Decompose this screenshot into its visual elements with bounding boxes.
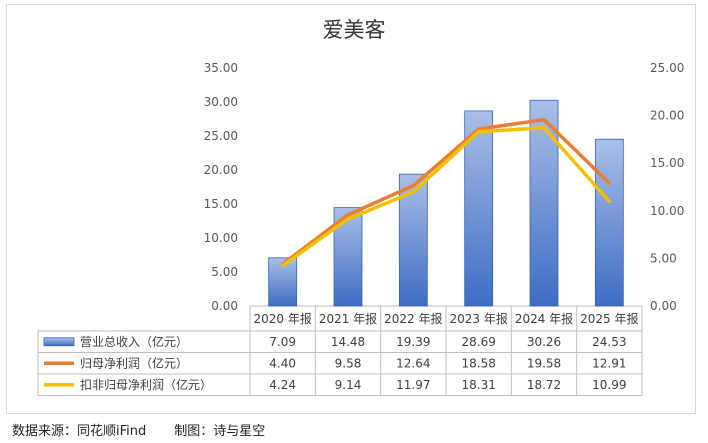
revenue-bar bbox=[464, 110, 494, 307]
chart-svg: 0.00 5.00 10.00 15.00 20.00 25.00 30.00 35.00 0.… bbox=[37, 61, 684, 396]
x-category-label: 2020 年报 bbox=[253, 311, 311, 326]
chart-title: 爱美客 bbox=[322, 18, 386, 42]
y-left-tick-label: 0.00 bbox=[211, 299, 238, 313]
data-table-value: 19.58 bbox=[527, 356, 561, 370]
y-left-tick-label: 15.00 bbox=[204, 197, 238, 211]
data-table-value: 9.14 bbox=[335, 378, 362, 392]
y-left-tick-label: 5.00 bbox=[211, 265, 238, 279]
data-table-value: 18.31 bbox=[461, 378, 495, 392]
x-category-label: 2025 年报 bbox=[580, 311, 638, 326]
data-table-value: 24.53 bbox=[592, 335, 626, 349]
data-table-value: 11.97 bbox=[396, 378, 430, 392]
y-left-tick-label: 30.00 bbox=[204, 95, 238, 109]
data-table-value: 10.99 bbox=[592, 378, 626, 392]
net-profit-line bbox=[280, 117, 612, 266]
x-category-label: 2023 年报 bbox=[449, 311, 507, 326]
data-table-value: 4.24 bbox=[269, 378, 296, 392]
data-table-value: 28.69 bbox=[461, 335, 495, 349]
y-right-tick-label: 15.00 bbox=[650, 156, 684, 170]
data-table-value: 12.91 bbox=[592, 356, 626, 370]
legend-series-label: 扣非归母净利润（亿元） bbox=[80, 377, 212, 392]
data-table-value: 9.58 bbox=[335, 356, 362, 370]
legend-series-label: 营业总收入（亿元） bbox=[80, 334, 188, 349]
x-category-label: 2021 年报 bbox=[319, 311, 377, 326]
x-category-label: 2022 年报 bbox=[384, 311, 442, 326]
y-right-tick-label: 10.00 bbox=[650, 204, 684, 218]
data-table-value: 30.26 bbox=[527, 335, 561, 349]
source-note: 数据来源：同花顺iFind bbox=[12, 424, 147, 439]
revenue-bar bbox=[398, 173, 428, 307]
credit-note: 制图：诗与星空 bbox=[174, 424, 266, 439]
adjusted-net-profit-line bbox=[280, 126, 612, 268]
y-right-tick-label: 5.00 bbox=[650, 251, 677, 265]
y-left-tick-label: 20.00 bbox=[204, 163, 238, 177]
revenue-bar bbox=[594, 138, 624, 307]
legend-key-revenue bbox=[43, 337, 75, 347]
revenue-bar bbox=[529, 99, 559, 307]
data-table-value: 12.64 bbox=[396, 356, 430, 370]
y-right-tick-label: 25.00 bbox=[650, 61, 684, 75]
y-left-tick-label: 10.00 bbox=[204, 231, 238, 245]
y-left-tick-label: 35.00 bbox=[204, 61, 238, 75]
data-table-value: 18.58 bbox=[461, 356, 495, 370]
data-table-value: 18.72 bbox=[527, 378, 561, 392]
legend-series-label: 归母净利润（亿元） bbox=[80, 355, 188, 370]
data-table-value: 19.39 bbox=[396, 335, 430, 349]
data-table-value: 4.40 bbox=[269, 356, 296, 370]
y-right-tick-label: 0.00 bbox=[650, 299, 677, 313]
data-table-value: 14.48 bbox=[331, 335, 365, 349]
y-right-tick-label: 20.00 bbox=[650, 109, 684, 123]
x-category-label: 2024 年报 bbox=[515, 311, 573, 326]
y-left-tick-label: 25.00 bbox=[204, 129, 238, 143]
footer: 数据来源：同花顺iFind 制图：诗与星空 bbox=[12, 420, 293, 439]
data-table-value: 7.09 bbox=[269, 335, 296, 349]
